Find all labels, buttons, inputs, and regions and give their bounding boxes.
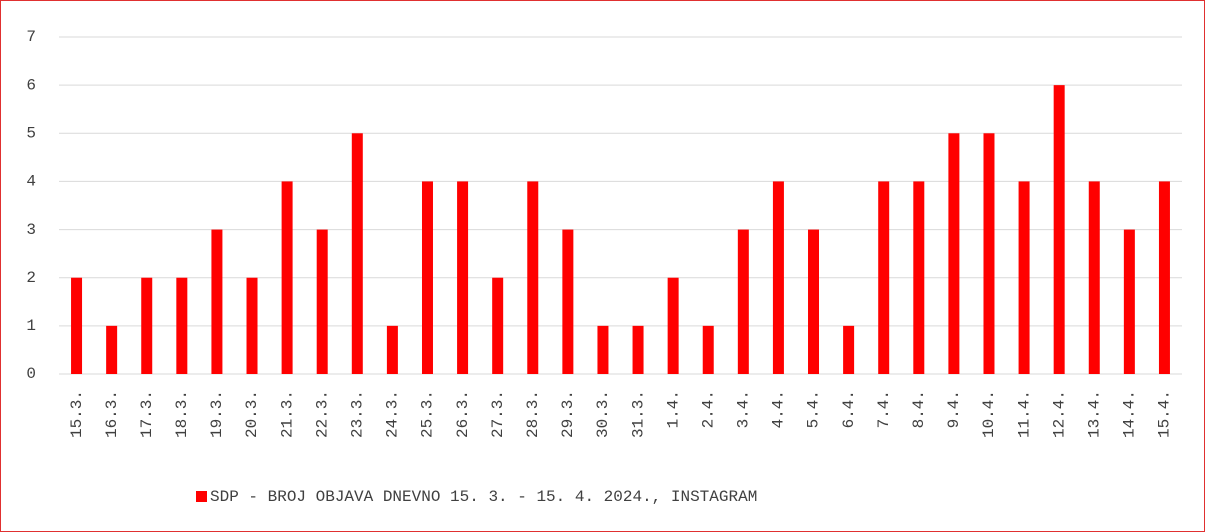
- x-tick-label: 23.3.: [349, 390, 367, 438]
- x-tick-label: 6.4.: [840, 390, 858, 428]
- bar: [211, 229, 223, 374]
- y-tick-label: 0: [26, 365, 36, 383]
- bar: [176, 277, 188, 374]
- x-tick-label: 29.3.: [559, 390, 577, 438]
- bar: [71, 277, 83, 374]
- bar: [281, 181, 293, 374]
- y-tick-label: 2: [26, 269, 36, 287]
- bar: [421, 181, 433, 374]
- bar: [983, 133, 995, 374]
- y-tick-label: 6: [26, 76, 36, 94]
- bar: [1088, 181, 1100, 374]
- x-tick-label: 28.3.: [524, 390, 542, 438]
- y-tick-label: 1: [26, 317, 36, 335]
- x-tick-label: 12.4.: [1050, 390, 1068, 438]
- bar: [808, 229, 820, 374]
- x-tick-label: 19.3.: [208, 390, 226, 438]
- x-tick-label: 17.3.: [138, 390, 156, 438]
- x-tick-label: 7.4.: [875, 390, 893, 428]
- x-tick-label: 14.4.: [1121, 390, 1139, 438]
- x-tick-label: 15.3.: [68, 390, 86, 438]
- x-tick-label: 30.3.: [594, 390, 612, 438]
- bar: [843, 325, 855, 374]
- bar: [913, 181, 925, 374]
- bar: [492, 277, 504, 374]
- y-tick-label: 7: [26, 28, 36, 46]
- x-tick-label: 27.3.: [489, 390, 507, 438]
- x-tick-label: 8.4.: [910, 390, 928, 428]
- bar: [457, 181, 469, 374]
- bar: [702, 325, 714, 374]
- x-tick-label: 5.4.: [805, 390, 823, 428]
- bar: [772, 181, 784, 374]
- x-tick-label: 24.3.: [384, 390, 402, 438]
- bar: [632, 325, 644, 374]
- x-tick-label: 31.3.: [629, 390, 647, 438]
- x-tick-label: 26.3.: [454, 390, 472, 438]
- x-tick-label: 2.4.: [699, 390, 717, 428]
- y-tick-label: 4: [26, 173, 36, 191]
- x-tick-label: 9.4.: [945, 390, 963, 428]
- bar: [386, 325, 398, 374]
- bar: [316, 229, 328, 374]
- bar: [737, 229, 749, 374]
- bar: [948, 133, 960, 374]
- legend-swatch: [196, 491, 207, 502]
- bar: [1158, 181, 1170, 374]
- x-tick-label: 21.3.: [278, 390, 296, 438]
- bar: [562, 229, 574, 374]
- legend-label: SDP - BROJ OBJAVA DNEVNO 15. 3. - 15. 4.…: [210, 488, 757, 506]
- x-tick-label: 25.3.: [419, 390, 437, 438]
- bar: [667, 277, 679, 374]
- bar: [527, 181, 539, 374]
- bar: [141, 277, 153, 374]
- bar: [597, 325, 609, 374]
- bar: [1018, 181, 1030, 374]
- x-tick-label: 3.4.: [735, 390, 753, 428]
- x-tick-label: 13.4.: [1085, 390, 1103, 438]
- bar: [351, 133, 363, 374]
- x-tick-label: 18.3.: [173, 390, 191, 438]
- bar: [878, 181, 890, 374]
- x-tick-label: 4.4.: [770, 390, 788, 428]
- bar: [106, 325, 118, 374]
- y-tick-label: 3: [26, 221, 36, 239]
- x-tick-label: 15.4.: [1156, 390, 1174, 438]
- x-tick-label: 10.4.: [980, 390, 998, 438]
- bar: [246, 277, 258, 374]
- x-tick-label: 22.3.: [313, 390, 331, 438]
- bar: [1123, 229, 1135, 374]
- x-tick-label: 16.3.: [103, 390, 121, 438]
- y-tick-label: 5: [26, 125, 36, 143]
- bar: [1053, 85, 1065, 375]
- x-tick-label: 1.4.: [664, 390, 682, 428]
- x-tick-label: 20.3.: [243, 390, 261, 438]
- x-tick-label: 11.4.: [1015, 390, 1033, 438]
